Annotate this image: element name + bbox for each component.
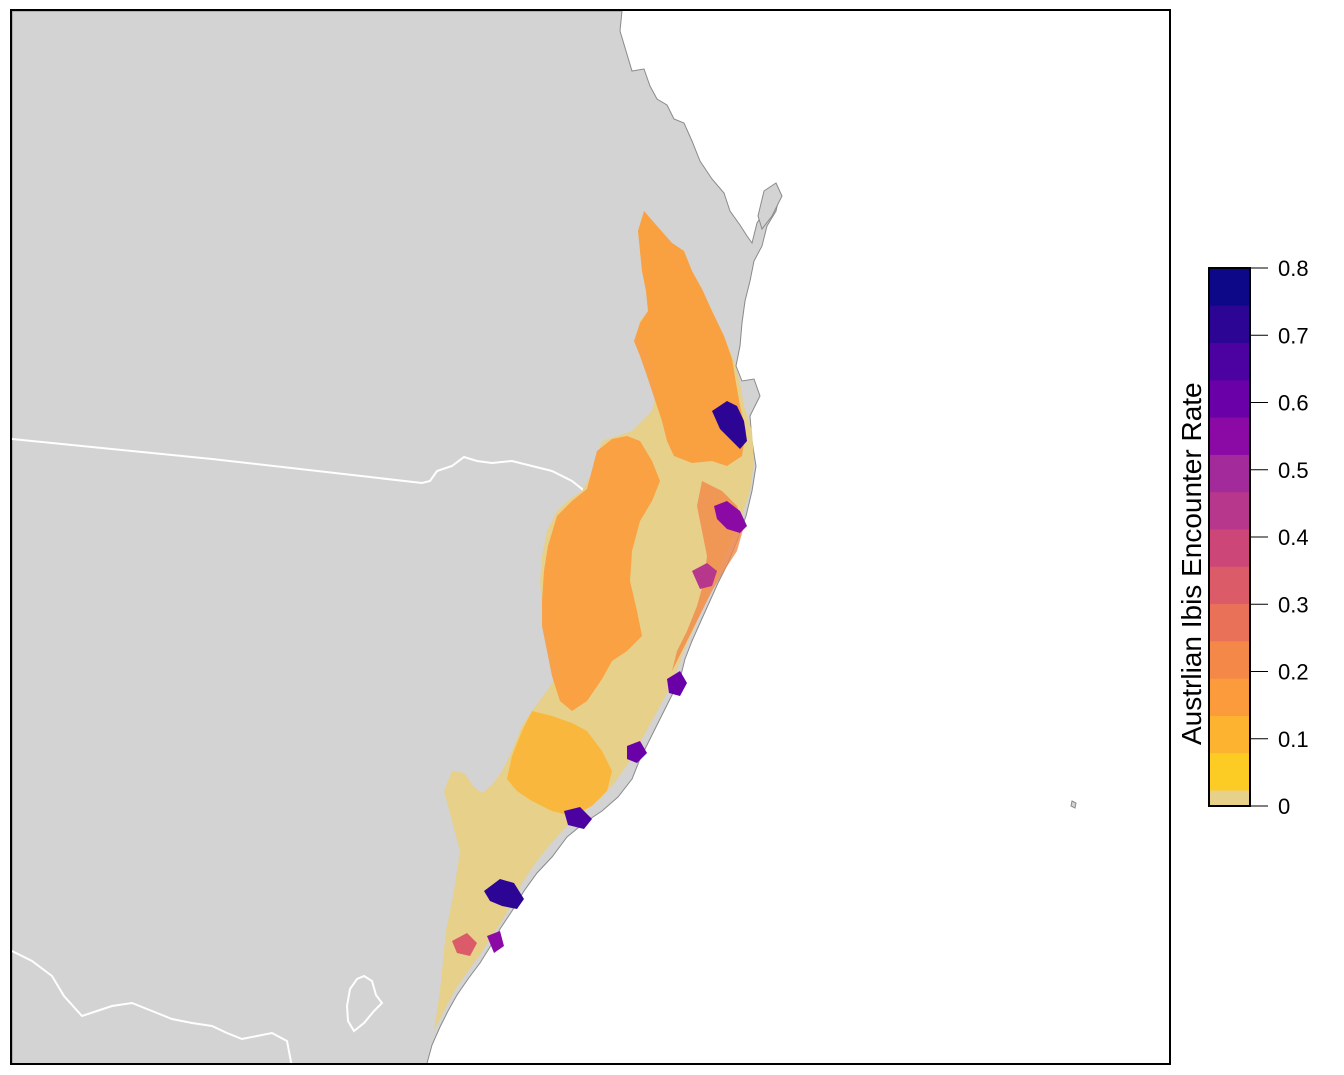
legend-swatch <box>1209 752 1250 791</box>
map-canvas[interactable] <box>12 11 1171 1065</box>
legend-color-bar <box>1209 268 1250 806</box>
legend-swatch-zero <box>1209 790 1250 806</box>
legend-tick-label: 0.6 <box>1278 391 1309 416</box>
state-border-nsw-vic <box>12 950 293 1063</box>
legend: 0 0.1 0.2 0.3 0.4 0.5 0.6 0.7 0.8 <box>1208 256 1309 819</box>
legend-title: Austrlian Ibis Encounter Rate <box>1176 382 1207 745</box>
legend-tick-label: 0.8 <box>1278 256 1309 281</box>
legend-tick-label: 0.5 <box>1278 458 1309 483</box>
legend-swatch <box>1209 268 1250 306</box>
rate-hotspot-sydney <box>484 879 524 909</box>
legend-swatch <box>1209 678 1250 716</box>
legend-swatch <box>1209 603 1250 642</box>
rate-region-north <box>634 211 746 466</box>
legend-tick-label: 0.3 <box>1278 592 1309 617</box>
rate-hotspot-coffs <box>692 563 717 589</box>
legend-tick-label: 0.2 <box>1278 660 1309 685</box>
rate-hotspot-wollongong <box>487 931 504 953</box>
legend-swatch <box>1209 454 1250 493</box>
rate-region-west <box>542 436 660 711</box>
legend-tick-label: 0.4 <box>1278 525 1309 550</box>
act-border <box>345 974 384 1033</box>
map-panel[interactable] <box>10 9 1171 1065</box>
legend-swatch <box>1209 529 1250 567</box>
legend-swatch <box>1209 715 1250 754</box>
rate-hotspot-newcastle <box>627 741 647 763</box>
legend-swatch <box>1209 417 1250 455</box>
legend-swatch <box>1209 305 1250 344</box>
legend-swatch <box>1209 640 1250 679</box>
legend-tick-label: 0.1 <box>1278 727 1309 752</box>
coast-island <box>757 182 783 231</box>
legend-ticks: 0 0.1 0.2 0.3 0.4 0.5 0.6 0.7 0.8 <box>1250 256 1309 819</box>
legend-swatch <box>1209 379 1250 418</box>
rate-hotspot-central-coast <box>564 807 592 829</box>
legend-tick-label: 0 <box>1278 794 1290 819</box>
rate-hotspot-gold-coast <box>712 401 747 449</box>
legend-swatch <box>1209 491 1250 530</box>
rate-hotspot-byron <box>714 501 747 533</box>
coast-island-small <box>1070 800 1077 809</box>
encounter-rate-layer <box>434 211 754 1031</box>
rate-hotspot-port-macquarie <box>667 671 687 696</box>
legend-tick-label: 0.7 <box>1278 323 1309 348</box>
legend-swatch <box>1209 566 1250 605</box>
rate-hotspot-south <box>452 933 477 956</box>
rate-region-central <box>507 711 612 816</box>
legend-swatch <box>1209 342 1250 381</box>
